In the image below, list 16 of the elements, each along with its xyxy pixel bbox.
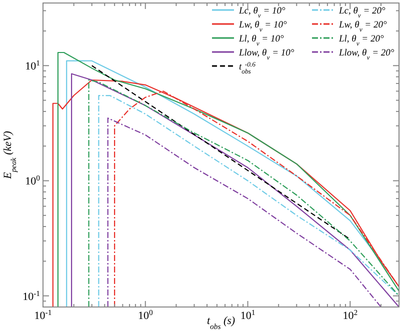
legend-label: Lc, θ$_{v}$ = 10° bbox=[238, 6, 286, 19]
y-tick-label: 10$^{-1}$ bbox=[22, 288, 40, 303]
x-tick-label: 10$^{0}$ bbox=[138, 308, 153, 322]
y-tick-label: 10$^{0}$ bbox=[25, 173, 40, 188]
x-tick-label: 10$^{2}$ bbox=[342, 308, 358, 322]
legend-label: Lw, θ$_{v}$ = 20° bbox=[338, 20, 387, 33]
legend-label: Lw, θ$_{v}$ = 10° bbox=[238, 20, 287, 33]
legend-label: Llow, θ$_{v}$ = 20° bbox=[338, 48, 394, 61]
x-axis-title: t$_{obs}$ (s) bbox=[206, 315, 236, 330]
legend-label: Ll, θ$_{v}$ = 20° bbox=[338, 34, 384, 47]
x-tick-label: 10$^{-1}$ bbox=[34, 308, 52, 322]
legend-label: Ll, θ$_{v}$ = 10° bbox=[238, 34, 284, 47]
legend-label: Lc, θ$_{v}$ = 20° bbox=[338, 6, 386, 19]
x-tick-label: 10$^{1}$ bbox=[240, 308, 256, 322]
legend-label: Llow, θ$_{v}$ = 10° bbox=[238, 48, 294, 61]
y-tick-label: 10$^{1}$ bbox=[25, 58, 40, 73]
